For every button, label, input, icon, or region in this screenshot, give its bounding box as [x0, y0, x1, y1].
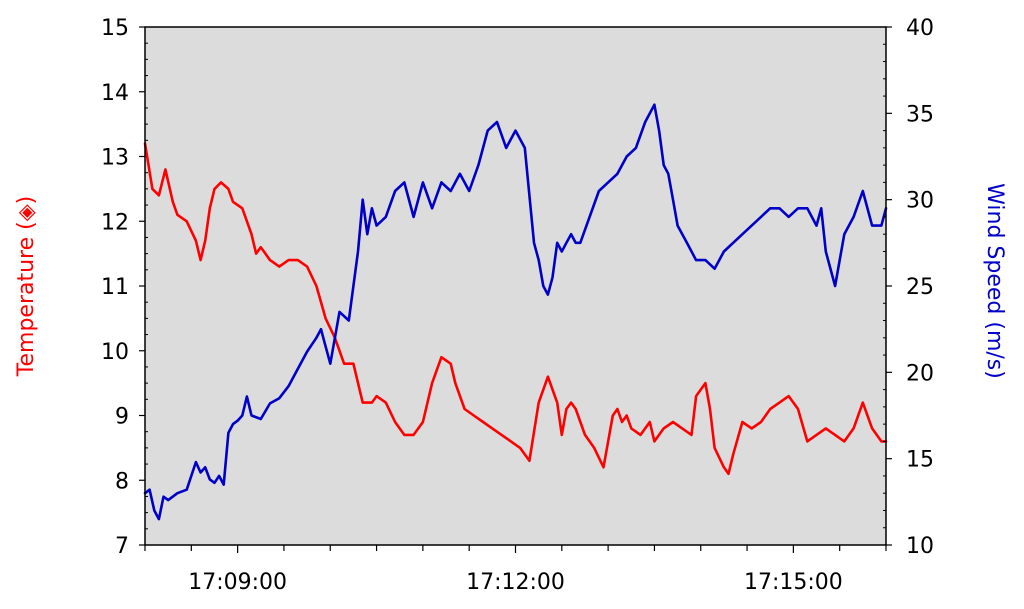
temperature-line [143, 142, 888, 476]
left-tick-label: 15 [101, 16, 129, 41]
left-tick-label: 11 [101, 275, 129, 300]
series-layer [143, 103, 888, 521]
left-tick-label: 10 [101, 340, 129, 365]
left-tick-label: 12 [101, 210, 129, 235]
x-tick-label: 17:09:00 [188, 570, 287, 595]
left-tick-label: 8 [115, 469, 129, 494]
right-tick-label: 20 [906, 361, 934, 386]
right-tick-label: 25 [906, 275, 934, 300]
right-tick-label: 40 [906, 16, 934, 41]
x-tick-label: 17:15:00 [744, 570, 843, 595]
x-tick-label: 17:12:00 [466, 570, 565, 595]
right-tick-label: 35 [906, 102, 934, 127]
left-tick-label: 9 [115, 405, 129, 430]
right-axis-label: Wind Speed (m/s) [982, 183, 1007, 379]
right-tick-label: 30 [906, 189, 934, 214]
right-tick-label: 10 [906, 534, 934, 559]
right-tick-label: 15 [906, 448, 934, 473]
left-axis-label: Temperature (◈) [14, 196, 39, 377]
left-tick-label: 7 [115, 534, 129, 559]
axis-layer: 7 8 9 10 11 12 13 14 15 10 15 20 25 30 35 40 17:09:00 17:… [101, 16, 934, 595]
plot-frame [144, 26, 887, 546]
plot-background [145, 27, 886, 545]
left-tick-label: 14 [101, 81, 129, 106]
wind-speed-line [143, 103, 888, 521]
left-tick-label: 13 [101, 146, 129, 171]
